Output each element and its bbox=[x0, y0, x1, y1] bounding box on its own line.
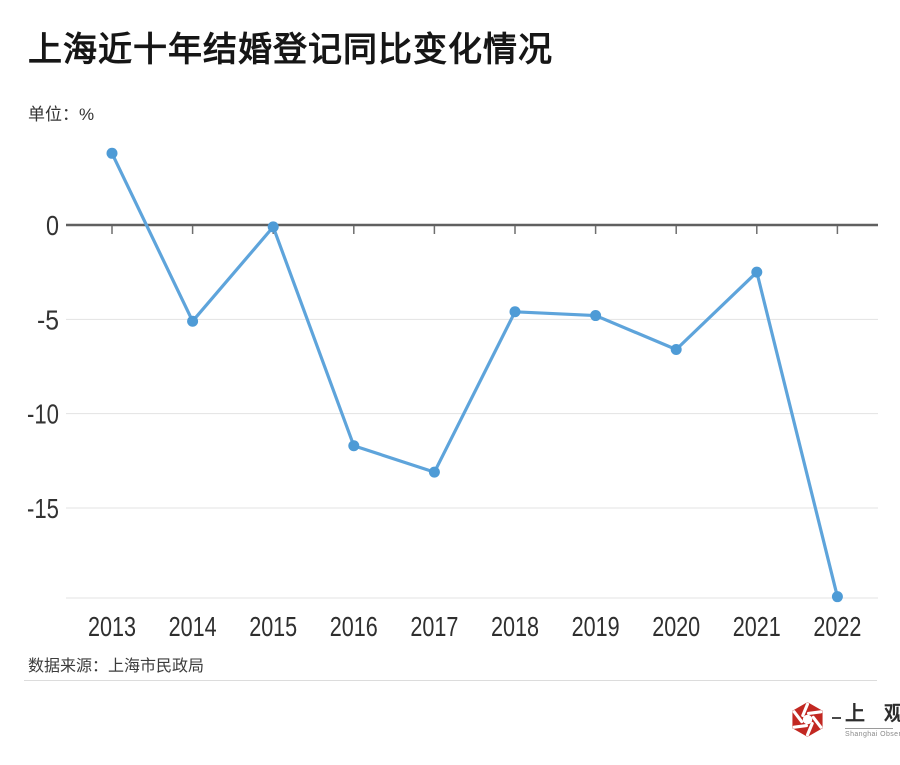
logo-text-block: 上 观 Shanghai Observer bbox=[832, 702, 900, 738]
footer-divider bbox=[24, 680, 877, 681]
x-tick-label: 2022 bbox=[813, 611, 861, 642]
data-source-note: 数据来源：上海市民政局 bbox=[28, 658, 205, 675]
logo-rule bbox=[845, 727, 893, 729]
data-point bbox=[670, 344, 682, 356]
data-point bbox=[509, 306, 521, 318]
x-tick-label: 2017 bbox=[410, 611, 458, 642]
x-tick-label: 2015 bbox=[249, 611, 297, 642]
x-tick-label: 2016 bbox=[330, 611, 378, 642]
logo-subtext: Shanghai Observer bbox=[845, 730, 900, 738]
page-title: 上海近十年结婚登记同比变化情况 bbox=[28, 31, 553, 69]
x-tick-label: 2018 bbox=[491, 611, 539, 642]
data-point bbox=[267, 221, 279, 233]
data-point bbox=[187, 315, 199, 327]
x-tick-label: 2013 bbox=[88, 611, 136, 642]
data-point bbox=[831, 591, 843, 603]
y-tick-label: -15 bbox=[27, 493, 59, 524]
data-point bbox=[751, 266, 763, 278]
data-point bbox=[590, 310, 602, 322]
unit-label: 单位：% bbox=[28, 105, 95, 124]
y-tick-label: 0 bbox=[46, 210, 59, 241]
aperture-hexagon-icon bbox=[787, 699, 828, 740]
x-tick-label: 2020 bbox=[652, 611, 700, 642]
x-tick-label: 2019 bbox=[572, 611, 620, 642]
y-tick-label: -10 bbox=[27, 399, 59, 430]
data-point bbox=[348, 440, 360, 452]
data-point bbox=[428, 466, 440, 478]
trend-line bbox=[110, 151, 840, 599]
x-tick-label: 2021 bbox=[733, 611, 781, 642]
x-tick-label: 2014 bbox=[169, 611, 217, 642]
logo-dash bbox=[832, 716, 841, 719]
y-tick-label: -5 bbox=[37, 304, 59, 335]
logo-brand-text: 上 观 bbox=[845, 702, 900, 725]
data-point bbox=[106, 147, 118, 159]
shanghai-observer-logo: 上 观 Shanghai Observer bbox=[787, 699, 900, 740]
